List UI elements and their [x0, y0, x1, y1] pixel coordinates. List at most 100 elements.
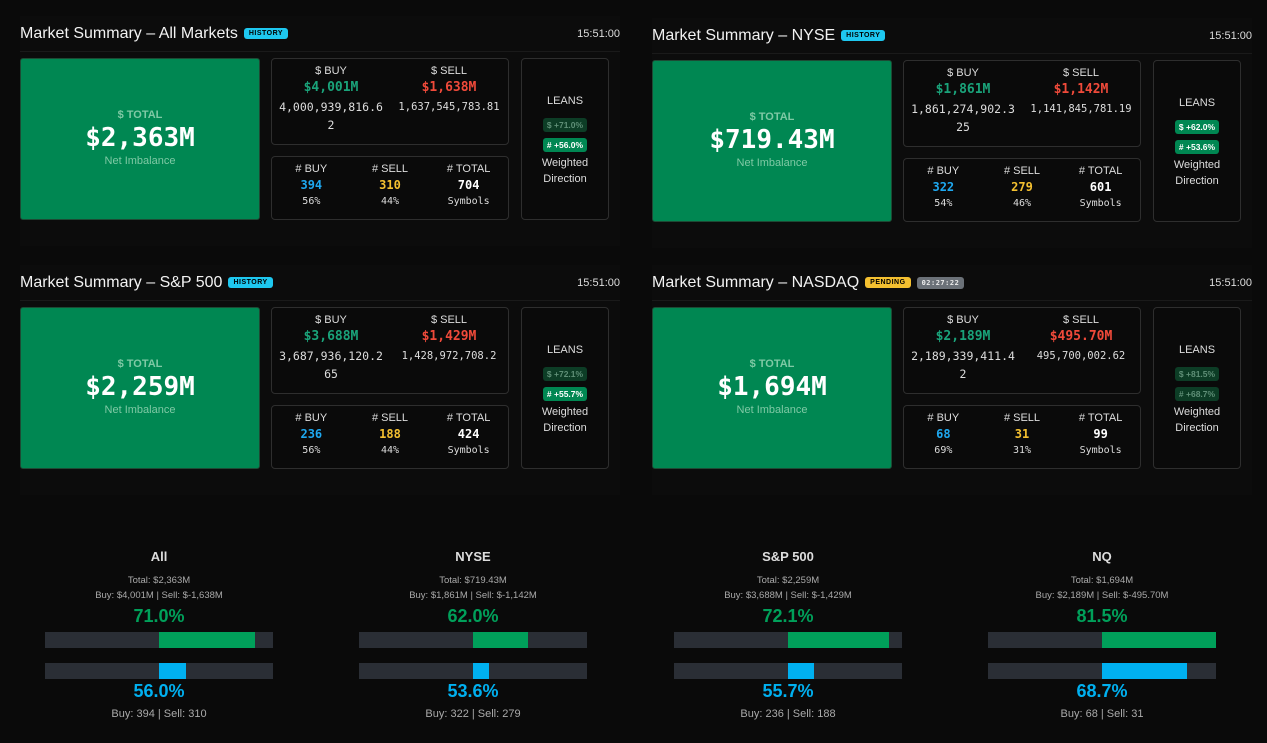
total-imbalance-card: $ TOTAL $2,259M Net Imbalance	[20, 307, 260, 469]
count-total-value: 601	[1089, 180, 1112, 194]
sell-label: $ SELL	[430, 314, 468, 326]
panel-header: Market Summary – NASDAQ PENDING 02:27:22…	[652, 265, 1252, 301]
timestamp: 15:51:00	[577, 27, 620, 40]
count-buy-label: # BUY	[295, 412, 328, 424]
leans-label: LEANS	[546, 95, 584, 107]
total-imbalance-card: $ TOTAL $2,363M Net Imbalance	[20, 58, 260, 220]
weighted-direction-label: Weighted Direction	[1173, 406, 1221, 434]
status-badge: PENDING	[865, 277, 911, 288]
leans-card: LEANS $ +81.5% # +68.7% Weighted Directi…	[1153, 307, 1241, 469]
count-bar-fill	[788, 663, 814, 679]
count-buy-value: 394	[300, 178, 323, 192]
count-pct: 55.7%	[762, 681, 814, 701]
count-total-label: # TOTAL	[1078, 165, 1123, 177]
gauge-buy-sell: Buy: $2,189M | Sell: $-495.70M	[1035, 590, 1169, 601]
dollar-bar	[359, 632, 587, 648]
count-card: # BUY 394 56% # SELL 310 44% # TOTAL 704 Symbo…	[271, 156, 509, 220]
gauge-total: Total: $719.43M	[439, 575, 507, 586]
dollar-pct: 81.5%	[1076, 606, 1128, 626]
count-bar-fill	[473, 663, 490, 679]
dollar-bar-fill	[788, 632, 889, 648]
gauge-counts: Buy: 68 | Sell: 31	[1060, 708, 1144, 720]
market-summary-panel: Market Summary – NASDAQ PENDING 02:27:22…	[652, 265, 1252, 495]
leans-label: LEANS	[546, 344, 584, 356]
lean-count-pill: # +55.7%	[542, 387, 588, 401]
count-bar-fill	[1102, 663, 1188, 679]
count-total-sub: Symbols	[1079, 445, 1122, 456]
count-total-value: 99	[1093, 427, 1108, 441]
dollar-card: $ BUY $3,688M 3,687,936,120.265 $ SELL $1,4…	[271, 307, 509, 394]
dollar-card: $ BUY $1,861M 1,861,274,902.325 $ SELL $1,1…	[903, 60, 1141, 147]
gauge-buy-sell: Buy: $4,001M | Sell: $-1,638M	[95, 590, 223, 601]
status-badge: HISTORY	[228, 277, 273, 288]
total-imbalance-card: $ TOTAL $719.43M Net Imbalance	[652, 60, 892, 222]
gauge-name: S&P 500	[762, 549, 814, 564]
count-buy-label: # BUY	[927, 412, 960, 424]
dollar-pct: 71.0%	[133, 606, 185, 626]
buy-label: $ BUY	[315, 314, 347, 326]
count-total-value: 424	[457, 427, 480, 441]
gauge-name: NQ	[1092, 549, 1112, 564]
count-sell-label: # SELL	[1003, 165, 1041, 177]
gauge-all: All Total: $2,363M Buy: $4,001M | Sell: …	[45, 549, 273, 720]
timestamp: 15:51:00	[577, 276, 620, 289]
buy-value: $1,861M	[935, 82, 991, 97]
dollar-pct: 62.0%	[447, 606, 499, 626]
count-sell-value: 310	[379, 178, 401, 192]
count-buy-label: # BUY	[295, 163, 328, 175]
count-buy-value: 236	[300, 427, 323, 441]
panel-title: Market Summary – NASDAQ	[652, 273, 860, 291]
sell-value: $1,142M	[1053, 82, 1109, 97]
buy-value: $4,001M	[303, 80, 359, 95]
count-sell-pct: 46%	[1012, 198, 1032, 209]
gauge-counts: Buy: 322 | Sell: 279	[425, 708, 521, 720]
panel-header: Market Summary – All Markets HISTORY 15:…	[20, 16, 620, 52]
sell-raw: 1,141,845,781.19	[1030, 103, 1132, 115]
buy-raw: 1,861,274,902.325	[911, 102, 1015, 134]
total-value: $1,694M	[717, 372, 827, 402]
total-value: $2,363M	[85, 123, 195, 153]
total-sublabel: Net Imbalance	[736, 157, 808, 169]
count-bar	[988, 663, 1216, 679]
count-buy-value: 322	[932, 180, 955, 194]
countdown-badge: 02:27:22	[916, 276, 965, 289]
count-bar-fill	[159, 663, 187, 679]
total-label: $ TOTAL	[749, 358, 795, 370]
lean-dollar-pill: $ +72.1%	[542, 367, 588, 381]
market-summary-panel: Market Summary – NYSE HISTORY 15:51:00 $…	[652, 18, 1252, 248]
gauge-total: Total: $1,694M	[1070, 575, 1134, 586]
gauge-nq: NQ Total: $1,694M Buy: $2,189M | Sell: $…	[988, 549, 1216, 720]
total-label: $ TOTAL	[749, 111, 795, 123]
sell-label: $ SELL	[1062, 67, 1100, 79]
lean-dollar-pill: $ +71.0%	[542, 118, 588, 132]
sell-value: $1,638M	[421, 80, 477, 95]
dollar-bar-fill	[1102, 632, 1216, 648]
sell-value: $1,429M	[421, 329, 477, 344]
lean-dollar-pill: $ +81.5%	[1174, 367, 1220, 381]
buy-label: $ BUY	[947, 67, 979, 79]
total-sublabel: Net Imbalance	[736, 404, 808, 416]
timestamp: 15:51:00	[1209, 276, 1252, 289]
count-pct: 53.6%	[447, 681, 499, 701]
count-total-sub: Symbols	[447, 445, 490, 456]
count-total-label: # TOTAL	[446, 412, 491, 424]
count-sell-pct: 44%	[380, 445, 400, 456]
gauge-s-p-500: S&P 500 Total: $2,259M Buy: $3,688M | Se…	[674, 549, 902, 720]
buy-raw: 3,687,936,120.265	[279, 349, 383, 381]
count-buy-pct: 56%	[302, 445, 321, 456]
buy-raw: 4,000,939,816.62	[279, 100, 383, 132]
count-total-label: # TOTAL	[446, 163, 491, 175]
dollar-pct: 72.1%	[762, 606, 814, 626]
total-value: $719.43M	[709, 125, 835, 155]
count-card: # BUY 68 69% # SELL 31 31% # TOTAL 99 Symbols	[903, 405, 1141, 469]
gauge-name: NYSE	[455, 549, 491, 564]
total-sublabel: Net Imbalance	[104, 404, 176, 416]
gauge-total: Total: $2,363M	[127, 575, 191, 586]
leans-card: LEANS $ +72.1% # +55.7% Weighted Directi…	[521, 307, 609, 469]
market-summary-panel: Market Summary – S&P 500 HISTORY 15:51:0…	[20, 265, 620, 495]
count-sell-value: 188	[379, 427, 401, 441]
weighted-direction-label: Weighted Direction	[541, 157, 589, 185]
sell-raw: 1,637,545,783.81	[398, 101, 500, 113]
leans-label: LEANS	[1178, 344, 1216, 356]
buy-value: $2,189M	[935, 329, 991, 344]
